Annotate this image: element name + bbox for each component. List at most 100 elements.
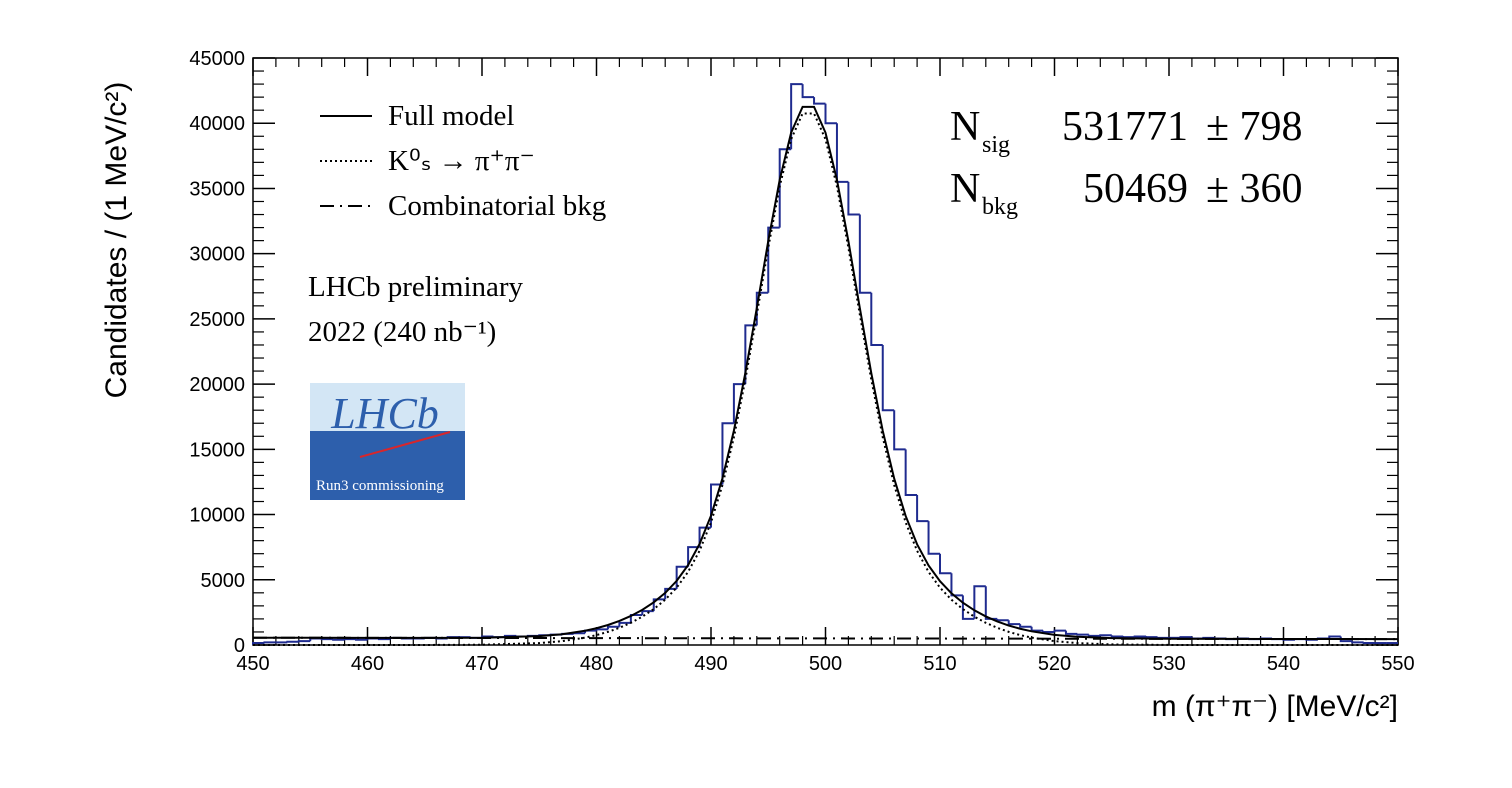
histogram-bin: [732, 383, 746, 424]
histogram-bin: [870, 292, 883, 346]
logo: LHCb Run3 commissioning: [310, 383, 465, 500]
x-tick-label: 520: [1038, 653, 1071, 675]
histogram-bin: [1179, 636, 1192, 639]
x-tick-label: 450: [236, 653, 269, 675]
histogram-bin: [744, 324, 757, 385]
logo-text: LHCb: [330, 389, 439, 438]
histogram-bin: [835, 123, 849, 183]
histogram-bin: [309, 637, 322, 642]
histogram-bin: [790, 83, 803, 150]
histogram-bin: [1076, 633, 1089, 636]
histogram-bin: [1019, 624, 1032, 628]
x-tick-label: 490: [694, 653, 727, 675]
y-tick-label: 20000: [189, 374, 245, 396]
histogram-bin: [824, 103, 837, 125]
histogram-bin: [286, 640, 299, 643]
histogram-bin: [1145, 636, 1158, 639]
histogram-bin: [893, 410, 906, 451]
y-axis-title: Candidates / (1 MeV/c²): [100, 82, 133, 399]
histogram-bin: [996, 618, 1009, 622]
annotation: 2022 (240 nb⁻¹): [308, 316, 496, 348]
fit-symbol: N: [950, 166, 980, 212]
histogram-bin: [1328, 635, 1341, 639]
histogram-bin: [595, 628, 608, 631]
histogram-bin: [1122, 636, 1135, 639]
histogram-bin: [858, 214, 872, 294]
histogram-bin: [813, 97, 826, 105]
histogram-bin: [1030, 626, 1044, 632]
y-tick-label: 40000: [189, 113, 245, 135]
histogram-bin: [1087, 634, 1101, 637]
histogram-bin: [1007, 620, 1021, 626]
histogram-bin: [572, 632, 586, 635]
histogram-bin: [1339, 636, 1353, 643]
histogram-bin: [1053, 629, 1066, 632]
histogram-bin: [355, 638, 368, 641]
x-tick-label: 550: [1381, 653, 1414, 675]
fit-subscript: sig: [982, 132, 1010, 158]
histogram-bin: [904, 449, 918, 496]
y-tick-label: 45000: [189, 48, 245, 70]
logo-top: [310, 383, 465, 431]
y-tick-label: 35000: [189, 178, 245, 200]
histogram-bin: [916, 494, 929, 523]
legend-label: Combinatorial bkg: [388, 190, 606, 222]
fit-curve: [252, 105, 1399, 641]
y-tick-label: 25000: [189, 309, 245, 331]
x-tick-label: 500: [809, 653, 842, 675]
fit-curve: [253, 112, 1398, 646]
x-tick-label: 480: [580, 653, 613, 675]
fit-subscript: bkg: [982, 194, 1018, 220]
histogram-bin: [641, 610, 654, 615]
fit-symbol: N: [950, 104, 980, 150]
histogram-bin: [973, 585, 986, 619]
histogram-bin: [847, 181, 860, 216]
legend-label: Full model: [388, 100, 514, 132]
histogram-bin: [721, 422, 734, 485]
logo-stroke: [359, 431, 451, 458]
fit-curve: [252, 636, 1399, 641]
histogram-bin: [1110, 635, 1124, 638]
histogram-bin: [263, 641, 276, 644]
y-tick-label: 15000: [189, 439, 245, 461]
histogram-bin: [801, 84, 815, 99]
histogram-bin: [881, 344, 895, 412]
y-tick-label: 0: [234, 635, 245, 657]
annotation: LHCb preliminary: [308, 271, 524, 303]
histogram-bin: [927, 521, 940, 555]
x-tick-label: 470: [465, 653, 498, 675]
x-tick-label: 540: [1267, 653, 1300, 675]
logo-caption: Run3 commissioning: [316, 478, 444, 494]
histogram-bin: [1351, 641, 1364, 644]
fit-value: 531771: [1062, 104, 1188, 150]
histogram-bin: [606, 625, 620, 630]
histogram-bin: [939, 553, 952, 575]
histogram-bin: [297, 640, 311, 643]
histogram-bin: [1362, 642, 1376, 645]
histogram-bin: [618, 621, 631, 627]
histogram-bin: [343, 638, 357, 641]
histogram-bin: [778, 148, 792, 228]
histogram-bin: [1099, 634, 1112, 637]
histogram-bin: [1133, 635, 1147, 638]
histogram-bin: [687, 546, 700, 567]
histogram-bin: [332, 638, 345, 641]
fit-error: ± 798: [1206, 104, 1303, 150]
x-axis-title: m (π⁺π⁻) [MeV/c²]: [1152, 690, 1398, 723]
fit-error: ± 360: [1206, 166, 1303, 212]
logo-bottom: [310, 431, 465, 500]
histogram-bin: [1064, 630, 1078, 635]
histogram-bin: [652, 598, 666, 612]
histogram-bin: [984, 586, 998, 620]
x-tick-label: 510: [923, 653, 956, 675]
histogram-bin: [664, 587, 677, 600]
histogram-bin: [1042, 630, 1055, 633]
histogram-bin: [950, 573, 963, 597]
y-tick-label: 30000: [189, 244, 245, 266]
y-tick-label: 5000: [201, 570, 246, 592]
fit-value: 50469: [1083, 166, 1188, 212]
y-tick-label: 10000: [189, 505, 245, 527]
x-tick-label: 460: [351, 653, 384, 675]
